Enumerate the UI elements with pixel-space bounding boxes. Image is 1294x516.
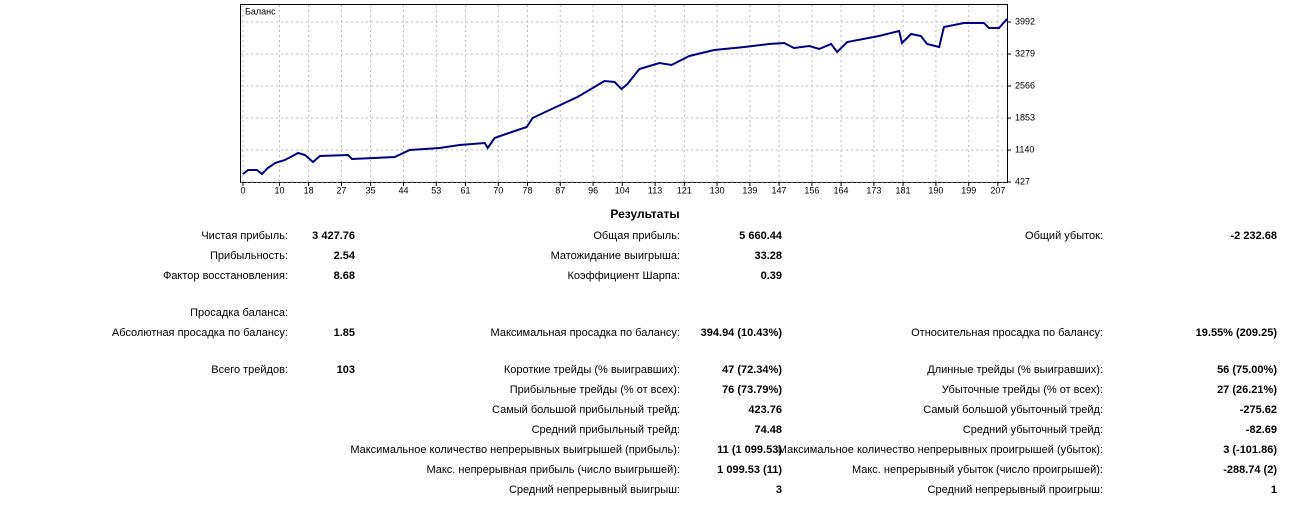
- stat-value: 3: [775, 484, 782, 496]
- stat-value: 103: [336, 364, 355, 376]
- x-tick-label: 190: [928, 185, 943, 195]
- x-tick-label: 96: [588, 185, 598, 195]
- stat-label: Средний непрерывный выигрыш:: [508, 484, 680, 496]
- stat-label: Максимальное количество непрерывных прои…: [777, 444, 1103, 456]
- stat-label: Матожидание выигрыша:: [550, 250, 680, 262]
- y-tick-label: 1853: [1015, 112, 1035, 122]
- stat-value: 74.48: [754, 424, 782, 436]
- stat-value: 47 (72.34%): [722, 364, 782, 376]
- y-tick-label: 3279: [1015, 48, 1035, 58]
- stat-label: Просадка баланса:: [190, 307, 288, 319]
- stat-label: Абсолютная просадка по балансу:: [111, 327, 288, 339]
- x-tick-label: 10: [274, 185, 284, 195]
- x-tick-label: 121: [677, 185, 692, 195]
- stat-value: 33.28: [754, 250, 782, 262]
- stat-label: Средний убыточный трейд:: [962, 424, 1103, 436]
- chart: Баланс 427 1140 1853 2566 3279 3992 0 10 18 27 35 4…: [240, 4, 1035, 195]
- stat-value: -2 232.68: [1230, 230, 1277, 242]
- stat-value: 8.68: [333, 270, 355, 282]
- stat-value: 3 427.76: [312, 230, 355, 242]
- y-tick-label: 2566: [1015, 80, 1035, 90]
- stat-value: 56 (75.00%): [1217, 364, 1277, 376]
- stat-value: -275.62: [1239, 404, 1277, 416]
- stat-label: Короткие трейды (% выигравших):: [503, 364, 680, 376]
- stat-value: 76 (73.79%): [722, 384, 782, 396]
- stat-label: Прибыльность:: [209, 250, 288, 262]
- x-tick-label: 53: [431, 185, 441, 195]
- stat-value: 1: [1270, 484, 1277, 496]
- x-tick-label: 78: [522, 185, 532, 195]
- stat-label: Самый большой прибыльный трейд:: [492, 404, 680, 416]
- stat-label: Самый большой убыточный трейд:: [923, 404, 1103, 416]
- stat-label: Чистая прибыль:: [201, 230, 288, 242]
- x-tick-label: 61: [460, 185, 470, 195]
- x-tick-label: 35: [366, 185, 376, 195]
- x-tick-label: 27: [336, 185, 346, 195]
- x-tick-label: 113: [648, 185, 662, 195]
- x-tick-label: 207: [990, 185, 1005, 195]
- x-tick-label: 164: [834, 185, 849, 195]
- y-tick-label: 3992: [1015, 16, 1035, 26]
- stat-label: Максимальное количество непрерывных выиг…: [350, 444, 680, 456]
- stat-value: 1.85: [333, 327, 355, 339]
- stat-label: Прибыльные трейды (% от всех):: [509, 384, 680, 396]
- balance-line: [242, 18, 1008, 176]
- x-tick-label: 87: [555, 185, 565, 195]
- stat-label: Общая прибыль:: [593, 230, 680, 242]
- stat-value: 27 (26.21%): [1217, 384, 1277, 396]
- stat-value: 0.39: [760, 270, 782, 282]
- x-tick-label: 130: [710, 185, 725, 195]
- stat-label: Макс. непрерывная прибыль (число выигрыш…: [426, 464, 680, 476]
- stat-value: -82.69: [1245, 424, 1277, 436]
- stat-label: Длинные трейды (% выигравших):: [927, 364, 1103, 376]
- x-tick-label: 44: [398, 185, 408, 195]
- x-tick-label: 199: [961, 185, 976, 195]
- x-tick-label: 156: [804, 185, 819, 195]
- x-tick-label: 139: [742, 185, 757, 195]
- x-tick-label: 173: [866, 185, 881, 195]
- x-tick-label: 147: [772, 185, 787, 195]
- plot-frame: [240, 4, 1008, 183]
- stat-label: Максимальная просадка по балансу:: [490, 327, 680, 339]
- chart-title: Баланс: [245, 6, 276, 16]
- stat-label: Относительная просадка по балансу:: [911, 327, 1103, 339]
- stat-value: 11 (1 099.53): [717, 444, 782, 456]
- y-tick-label: 427: [1015, 176, 1030, 186]
- stat-label: Фактор восстановления:: [162, 270, 288, 282]
- stat-label: Коэффициент Шарпа:: [567, 270, 680, 282]
- stat-value: -288.74 (2): [1223, 464, 1277, 476]
- stat-value: 1 099.53 (11): [717, 464, 782, 476]
- stat-label: Убыточные трейды (% от всех):: [941, 384, 1103, 396]
- stat-value: 394.94 (10.43%): [700, 327, 782, 339]
- x-tick-label: 104: [615, 185, 630, 195]
- y-tick-label: 1140: [1015, 144, 1034, 154]
- stat-value: 19.55% (209.25): [1195, 327, 1277, 339]
- stat-value: 5 660.44: [739, 230, 782, 242]
- stat-label: Всего трейдов:: [211, 364, 288, 376]
- stat-label: Средний прибыльный трейд:: [531, 424, 680, 436]
- stat-label: Средний непрерывный проигрыш:: [927, 484, 1103, 496]
- stat-value: 423.76: [748, 404, 782, 416]
- results-title: Результаты: [610, 207, 680, 221]
- x-tick-label: 0: [240, 185, 245, 195]
- stat-value: 2.54: [333, 250, 355, 262]
- stat-label: Общий убыток:: [1025, 230, 1103, 242]
- stat-value: 3 (-101.86): [1223, 444, 1277, 456]
- x-tick-label: 18: [304, 185, 314, 195]
- stat-label: Макс. непрерывный убыток (число проигрыш…: [851, 464, 1103, 476]
- x-tick-label: 181: [896, 185, 911, 195]
- x-tick-label: 70: [493, 185, 503, 195]
